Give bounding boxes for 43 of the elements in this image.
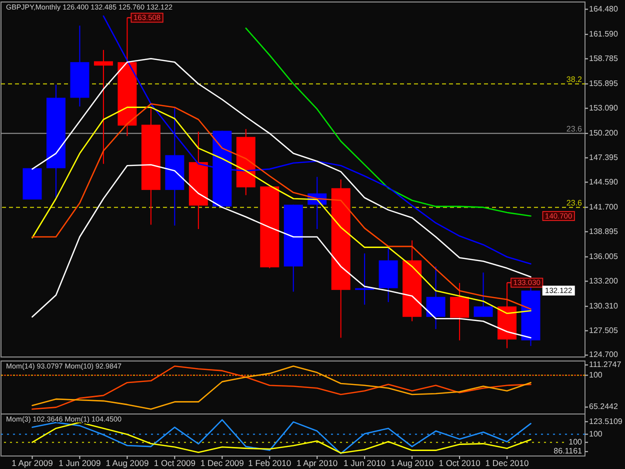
y-tick-label: 138.895 xyxy=(589,226,618,236)
y-tick-label: 150.200 xyxy=(589,128,618,138)
x-tick-label: 1 Jun 2010 xyxy=(344,458,386,468)
x-tick-label: 1 Aug 2009 xyxy=(106,458,149,468)
x-tick-label: 1 Oct 2010 xyxy=(438,458,481,468)
annotation: 38.2 xyxy=(566,74,583,84)
candlestick xyxy=(450,282,470,341)
x-tick-label: 1 Dec 2009 xyxy=(200,458,244,468)
y2-tick-label: 86.1161 xyxy=(554,446,583,456)
y-tick-label: 133.200 xyxy=(589,276,618,286)
y-tick-label: 65.2442 xyxy=(589,402,618,412)
y-tick-label: 136.005 xyxy=(589,252,618,261)
candlestick xyxy=(94,49,113,164)
line-series xyxy=(245,28,532,217)
y-tick-label: 144.590 xyxy=(589,177,618,186)
y-tick-label: 124.700 xyxy=(589,350,618,360)
x-tick-label: 1 Apr 2010 xyxy=(296,458,338,468)
y-tick-label: 141.700 xyxy=(589,202,618,212)
x-tick-label: 1 Oct 2009 xyxy=(154,458,196,468)
y-tick-label: 123.5109 xyxy=(589,416,623,426)
y-tick-label: 164.480 xyxy=(589,4,618,14)
y-tick-label: 147.395 xyxy=(589,152,618,162)
annotation: 23.6 xyxy=(566,124,583,134)
x-tick-label: 1 Apr 2009 xyxy=(12,458,54,468)
candlestick xyxy=(474,272,493,318)
y-tick-label: 155.895 xyxy=(589,79,618,88)
y-tick-label: 127.505 xyxy=(589,326,618,335)
candlestick xyxy=(426,266,446,330)
x-tick-label: 1 Feb 2010 xyxy=(248,458,292,468)
annotation: 23.6 xyxy=(566,198,583,208)
x-tick-label: 1 Aug 2010 xyxy=(390,458,434,468)
y-tick-label: 100 xyxy=(589,429,603,438)
y-tick-label: 130.310 xyxy=(589,301,618,310)
y-tick-label: 161.590 xyxy=(589,29,618,38)
y-tick-label: 153.090 xyxy=(589,103,618,112)
y2-tick-label: 100 xyxy=(568,437,583,446)
y-tick-label: 100 xyxy=(589,370,603,380)
y-tick-label: 111.2747 xyxy=(589,360,622,370)
candlestick xyxy=(355,252,374,306)
y-tick-label: 158.785 xyxy=(589,54,618,63)
x-tick-label: 1 Dec 2010 xyxy=(485,458,530,468)
x-tick-label: 1 Jun 2009 xyxy=(58,458,102,468)
line-series xyxy=(102,15,532,264)
